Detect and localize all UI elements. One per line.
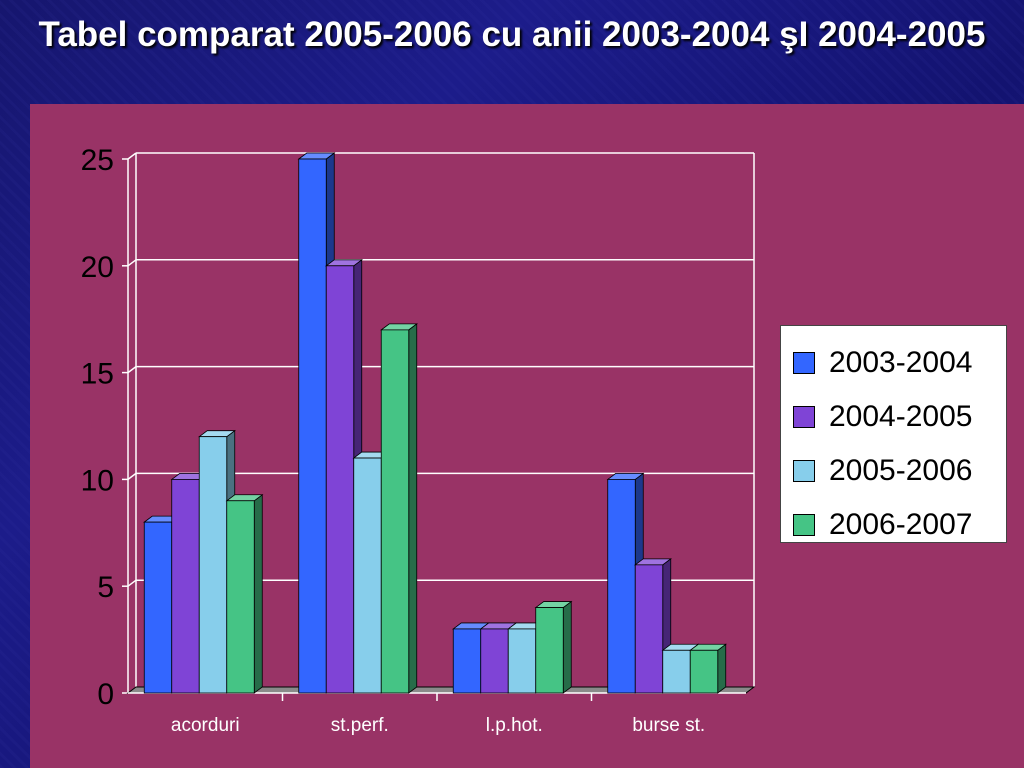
legend-swatch-0 xyxy=(793,352,815,374)
bar-0-3 xyxy=(226,500,255,694)
ytick-label-1: 5 xyxy=(97,571,114,604)
bar-2-2 xyxy=(507,628,537,694)
legend-item-3: 2006-2007 xyxy=(781,498,1006,552)
bar-1-1 xyxy=(325,265,355,694)
bar-1-3 xyxy=(380,329,410,694)
xtick-label-2: l.p.hot. xyxy=(486,715,543,736)
legend-swatch-3 xyxy=(793,514,815,536)
legend-item-2: 2005-2006 xyxy=(781,444,1006,498)
legend-label-1: 2004-2005 xyxy=(829,400,973,433)
ytick-label-3: 15 xyxy=(81,358,114,391)
bar-0-2 xyxy=(198,436,228,694)
gridline-side-4 xyxy=(127,259,137,267)
bar-3-1 xyxy=(634,564,664,694)
bar-0-1 xyxy=(171,478,200,694)
legend-swatch-1 xyxy=(793,406,815,428)
bar-2-1 xyxy=(480,628,509,694)
ytick-label-2: 10 xyxy=(81,464,114,497)
legend-label-3: 2006-2007 xyxy=(829,508,973,541)
legend-swatch-2 xyxy=(793,460,815,482)
xtick-label-3: burse st. xyxy=(632,715,705,736)
bar-side-2-3 xyxy=(562,600,572,694)
bar-3-3 xyxy=(689,649,719,694)
xtick-label-1: st.perf. xyxy=(331,715,389,736)
gridline-side-3 xyxy=(127,366,137,374)
bar-3-2 xyxy=(662,649,691,694)
xtick-label-0: acorduri xyxy=(171,715,240,736)
bar-side-1-3 xyxy=(408,323,418,694)
bar-1-2 xyxy=(353,457,382,694)
bar-side-3-3 xyxy=(717,643,727,694)
bar-1-0 xyxy=(298,158,327,694)
bar-3-0 xyxy=(607,478,636,694)
gridline-side-1 xyxy=(127,579,137,587)
ytick-label-4: 20 xyxy=(81,251,114,284)
bar-side-0-3 xyxy=(253,493,263,694)
slide-title: Tabel comparat 2005-2006 cu anii 2003-20… xyxy=(38,15,986,54)
legend-label-0: 2003-2004 xyxy=(829,346,973,379)
legend-item-1: 2004-2005 xyxy=(781,390,1006,444)
gridline-side-5 xyxy=(127,152,137,160)
ytick-label-5: 25 xyxy=(81,144,114,177)
chart-legend: 2003-2004 2004-2005 2005-2006 2006-2007 xyxy=(780,325,1007,543)
ytick-label-0: 0 xyxy=(97,678,114,711)
bar-2-3 xyxy=(535,607,564,694)
bar-chart: 0 5 10 15 20 25 acorduri st.perf. l.p.hot. burse … xyxy=(81,144,756,736)
gridline-side-2 xyxy=(127,472,137,480)
bar-0-0 xyxy=(143,521,173,694)
legend-item-0: 2003-2004 xyxy=(781,336,1006,390)
bar-2-0 xyxy=(452,628,482,694)
legend-label-2: 2005-2006 xyxy=(829,454,973,487)
